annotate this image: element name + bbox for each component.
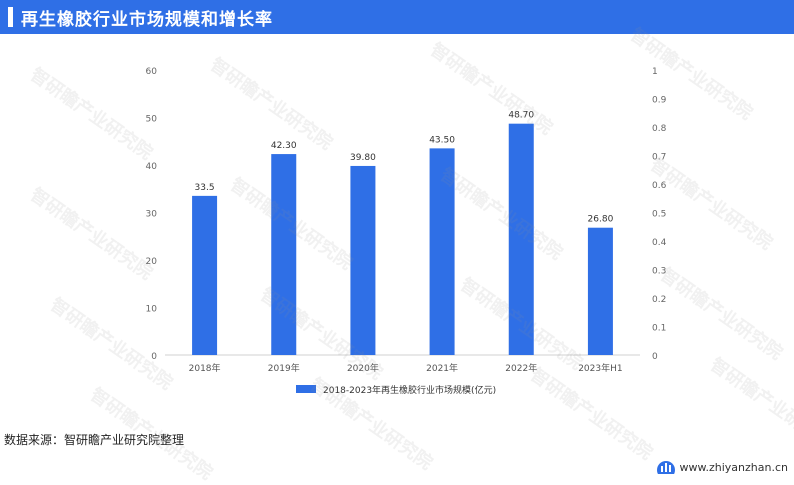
y-right-tick-label: 0 <box>652 352 658 362</box>
legend-swatch <box>296 385 316 393</box>
brand-logo: www.zhiyanzhan.cn <box>656 460 788 474</box>
bar-data-label: 26.80 <box>588 215 614 225</box>
y-left-tick-label: 60 <box>146 67 158 77</box>
logo-icon <box>656 461 675 474</box>
logo-text: www.zhiyanzhan.cn <box>679 460 788 474</box>
y-right-tick-label: 0.8 <box>652 124 667 134</box>
bar-data-label: 43.50 <box>429 135 455 145</box>
x-tick-label: 2021年 <box>426 362 458 374</box>
y-right-tick-label: 0.4 <box>652 238 667 248</box>
title-bar: 再生橡胶行业市场规模和增长率 <box>0 0 794 34</box>
title-accent-mark <box>8 7 13 27</box>
legend-label: 2018-2023年再生橡胶行业市场规模(亿元) <box>323 384 496 396</box>
bar-data-label: 33.5 <box>195 183 215 193</box>
y-right-tick-label: 0.5 <box>652 210 666 220</box>
y-right-tick-label: 0.2 <box>652 295 666 305</box>
y-right-tick-label: 0.3 <box>652 267 666 277</box>
y-right-tick-label: 0.7 <box>652 153 666 163</box>
bar-data-label: 39.80 <box>350 153 376 163</box>
y-left-tick-label: 0 <box>151 352 157 362</box>
x-tick-label: 2022年 <box>505 362 537 374</box>
y-left-tick-label: 40 <box>146 162 158 172</box>
y-right-tick-label: 0.1 <box>652 324 666 334</box>
bar <box>508 123 534 355</box>
y-right-tick-label: 1 <box>652 67 658 77</box>
bar <box>429 148 455 355</box>
y-left-tick-label: 10 <box>146 305 158 315</box>
bar-data-label: 42.30 <box>271 141 297 151</box>
page-title: 再生橡胶行业市场规模和增长率 <box>21 9 273 30</box>
bar <box>192 195 218 355</box>
bar-chart: 0 10 20 30 40 50 60 0 0.1 0.2 0.3 0.4 0.5 0.6 0.7 0.8 0.… <box>146 67 667 396</box>
data-source-note: 数据来源：智研瞻产业研究院整理 <box>4 433 185 447</box>
bar-data-label: 48.70 <box>508 111 534 121</box>
y-right-tick-label: 0.6 <box>652 181 667 191</box>
x-tick-label: 2019年 <box>268 362 300 374</box>
x-tick-label: 2023年H1 <box>578 362 622 374</box>
x-tick-label: 2018年 <box>189 362 221 374</box>
x-tick-label: 2020年 <box>347 362 379 374</box>
y-left-tick-label: 50 <box>146 115 158 125</box>
bar <box>350 165 376 355</box>
y-left-tick-label: 30 <box>146 210 158 220</box>
bar <box>271 154 297 355</box>
bar <box>587 227 613 355</box>
y-left-tick-label: 20 <box>146 257 158 267</box>
y-right-tick-label: 0.9 <box>652 96 667 106</box>
